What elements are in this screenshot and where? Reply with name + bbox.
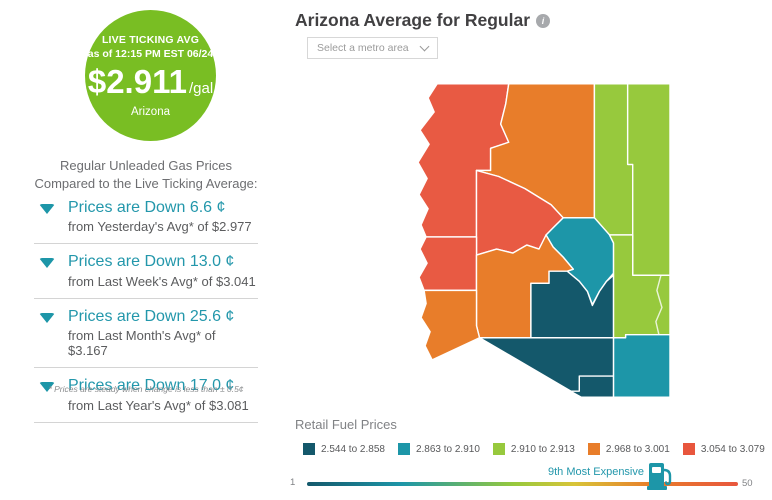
legend-range: 3.054 to 3.079 [700, 443, 765, 455]
price-comparison-list: Prices are Down 6.6 ¢ from Yesterday's A… [34, 190, 258, 423]
row-headline: Prices are Down 13.0 ¢ [68, 253, 235, 271]
legend-swatch [303, 443, 315, 455]
comparison-row-last-year: Prices are Down 17.0 ¢ from Last Year's … [34, 368, 258, 423]
row-subtext: from Last Week's Avg* of $3.041 [68, 273, 256, 289]
map-county[interactable] [626, 83, 671, 276]
down-arrow-icon [39, 204, 55, 214]
intro-line-2: Compared to the Live Ticking Average: [34, 176, 258, 192]
metro-area-dropdown[interactable]: Select a metro area [307, 37, 438, 59]
chevron-down-icon [419, 41, 430, 51]
rank-value-label: 9th Most Expensive [548, 466, 644, 478]
map-county[interactable] [418, 236, 478, 292]
legend-range: 2.910 to 2.913 [510, 443, 575, 455]
row-subtext: from Last Year's Avg* of $3.081 [68, 397, 249, 413]
map-county[interactable] [593, 83, 634, 236]
legend-swatch [682, 443, 695, 455]
dropdown-placeholder: Select a metro area [317, 42, 409, 54]
legend-swatch [587, 443, 600, 455]
page-title: Arizona Average for Regular i [295, 10, 551, 31]
row-headline: Prices are Down 25.6 ¢ [68, 307, 235, 325]
badge-timestamp: as of 12:15 PM EST 06/24 [87, 47, 214, 60]
comparison-row-last-month: Prices are Down 25.6 ¢ from Last Month's… [34, 299, 258, 369]
comparison-row-last-week: Prices are Down 13.0 ¢ from Last Week's … [34, 244, 258, 299]
badge-title: LIVE TICKING AVG [101, 33, 200, 46]
legend-swatch [492, 443, 505, 455]
legend-range: 2.544 to 2.858 [321, 443, 385, 455]
legend-range: 2.968 to 3.001 [605, 443, 670, 455]
map-county[interactable] [420, 289, 481, 361]
badge-price: $2.911/gal [88, 65, 213, 98]
price-value: $2.911 [87, 62, 187, 100]
down-arrow-icon [39, 258, 55, 269]
legend-item: 3.054 to 3.079 [682, 443, 765, 455]
legend-item: 2.863 to 2.910 [397, 443, 480, 455]
row-subtext: from Last Month's Avg* of $3.167 [68, 328, 216, 359]
down-arrow-icon [39, 312, 55, 323]
intro-line-1: Regular Unleaded Gas Prices [60, 158, 232, 173]
comparison-intro: Regular Unleaded Gas Prices Compared to … [0, 157, 292, 193]
info-icon[interactable]: i [536, 13, 551, 28]
legend-item: 2.968 to 3.001 [587, 443, 670, 455]
row-subtext: from Yesterday's Avg* of $2.977 [68, 219, 252, 235]
arizona-county-map [417, 83, 671, 398]
row-headline: Prices are Down 6.6 ¢ [68, 199, 226, 216]
price-unit: /gal [188, 79, 214, 97]
slider-min-label: 1 [290, 477, 296, 488]
map-legend: 2.544 to 2.858 2.863 to 2.910 2.910 to 2… [303, 443, 765, 455]
legend-item: 2.544 to 2.858 [303, 443, 385, 455]
legend-range: 2.863 to 2.910 [415, 443, 480, 455]
legend-item: 2.910 to 2.913 [492, 443, 575, 455]
gas-pump-icon [647, 463, 672, 490]
down-arrow-icon [39, 382, 55, 393]
badge-region: Arizona [131, 105, 170, 118]
row-headline: Prices are Down 17.0 ¢ [68, 377, 235, 395]
legend-title: Retail Fuel Prices [295, 417, 397, 432]
comparison-row-yesterday: Prices are Down 6.6 ¢ from Yesterday's A… [34, 190, 258, 245]
legend-swatch [397, 443, 410, 455]
state-rank-scale [307, 482, 738, 486]
steady-prices-footnote: * Prices are steady when change is less … [48, 384, 244, 394]
county-border-line [655, 275, 663, 335]
page-title-text: Arizona Average for Regular [295, 10, 531, 30]
slider-max-label: 50 [742, 478, 753, 489]
map-county[interactable] [612, 334, 671, 398]
live-ticking-average-badge: LIVE TICKING AVG as of 12:15 PM EST 06/2… [85, 10, 216, 141]
